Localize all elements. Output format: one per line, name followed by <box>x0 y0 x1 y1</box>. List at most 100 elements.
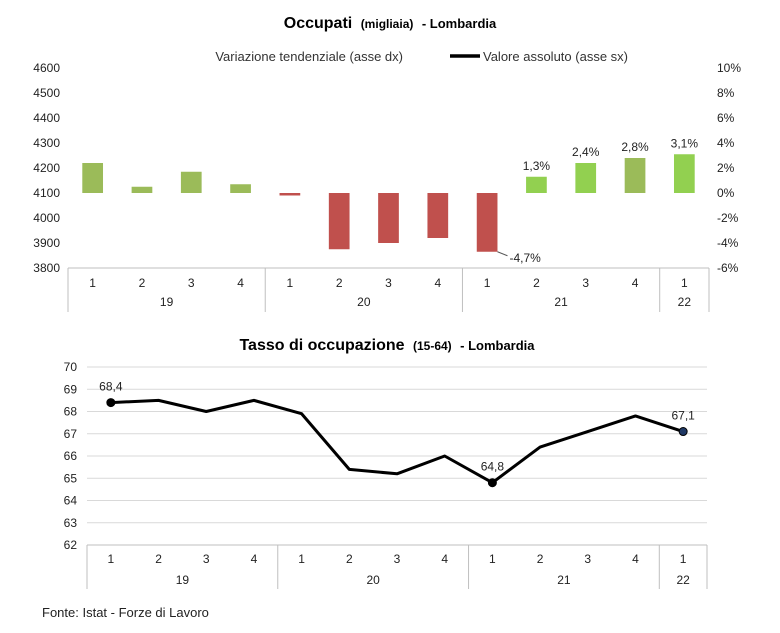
year-label: 21 <box>557 573 571 587</box>
line-data-label: 64,8 <box>481 460 505 474</box>
quarter-label: 2 <box>155 552 162 566</box>
bar-data-label: 3,1% <box>671 136 699 150</box>
quarter-label: 1 <box>489 552 496 566</box>
quarter-label: 3 <box>394 552 401 566</box>
quarter-label: 3 <box>584 552 591 566</box>
variazione-bar <box>279 193 301 196</box>
quarter-label: 1 <box>484 276 491 290</box>
right-axis-tick: 0% <box>717 186 735 200</box>
variazione-bar <box>427 193 449 238</box>
right-axis-tick: -2% <box>717 211 739 225</box>
quarter-label: 4 <box>632 276 639 290</box>
y-axis-tick: 68 <box>64 405 78 419</box>
right-axis-tick: 8% <box>717 86 735 100</box>
y-axis-tick: 66 <box>64 449 78 463</box>
right-axis-tick: 4% <box>717 136 735 150</box>
y-axis-tick: 70 <box>64 360 78 374</box>
right-axis-tick: -4% <box>717 236 739 250</box>
quarter-label: 1 <box>681 276 688 290</box>
left-axis-tick: 3800 <box>33 261 60 275</box>
variazione-bar <box>476 193 498 252</box>
y-axis-tick: 69 <box>64 382 78 396</box>
source-note: Fonte: Istat - Forze di Lavoro <box>42 605 209 620</box>
bar-data-label: 2,8% <box>621 140 649 154</box>
year-label: 20 <box>357 295 371 309</box>
year-label: 19 <box>176 573 190 587</box>
legend-bar-label: Variazione tendenziale (asse dx) <box>215 49 403 64</box>
year-label: 22 <box>678 295 692 309</box>
quarter-label: 3 <box>203 552 210 566</box>
occupati-title-main: Occupati <box>284 15 352 32</box>
variazione-bar <box>328 193 350 250</box>
tasso-marker <box>106 398 116 408</box>
occupati-bar-chart: 3800 3900 4000 4100 4200 4300 4400 4500 4600 -6% -… <box>33 61 741 312</box>
left-axis-tick: 4100 <box>33 186 60 200</box>
variazione-bar <box>673 154 695 193</box>
quarter-label: 4 <box>632 552 639 566</box>
left-axis-tick: 4300 <box>33 136 60 150</box>
quarter-label: 2 <box>537 552 544 566</box>
y-axis-tick: 62 <box>64 538 78 552</box>
left-axis-tick: 4000 <box>33 211 60 225</box>
quarter-label: 2 <box>346 552 353 566</box>
quarter-label: 4 <box>441 552 448 566</box>
year-label: 19 <box>160 295 174 309</box>
tasso-marker <box>487 478 497 488</box>
variazione-bar <box>526 176 547 193</box>
right-axis-tick: 10% <box>717 61 741 75</box>
right-axis-tick: -6% <box>717 261 739 275</box>
variazione-bar <box>131 186 153 193</box>
data-label-leader <box>497 251 508 257</box>
variazione-bar <box>82 163 104 193</box>
left-axis-tick: 4500 <box>33 86 60 100</box>
quarter-label: 3 <box>385 276 392 290</box>
tasso-marker <box>678 427 688 437</box>
quarter-label: 4 <box>251 552 258 566</box>
legend-line-label: Valore assoluto (asse sx) <box>483 49 628 64</box>
year-label: 22 <box>676 573 690 587</box>
quarter-label: 1 <box>89 276 96 290</box>
tasso-series-line <box>110 398 684 485</box>
left-axis-tick: 4200 <box>33 161 60 175</box>
tasso-title-main: Tasso di occupazione <box>239 337 404 354</box>
quarter-label: 1 <box>680 552 687 566</box>
year-label: 20 <box>366 573 380 587</box>
tasso-title-region: - Lombardia <box>460 338 535 353</box>
y-axis-tick: 63 <box>64 516 78 530</box>
quarter-label: 1 <box>287 276 294 290</box>
quarter-label: 2 <box>139 276 146 290</box>
right-axis-tick: 6% <box>717 111 735 125</box>
variazione-bar <box>180 171 202 193</box>
variazione-bar <box>575 163 597 193</box>
quarter-label: 2 <box>533 276 540 290</box>
quarter-label: 3 <box>188 276 195 290</box>
line-data-label: 67,1 <box>671 409 695 423</box>
tasso-title-unit: (15-64) <box>413 339 452 353</box>
y-axis-tick: 65 <box>64 471 78 485</box>
quarter-label: 4 <box>434 276 441 290</box>
quarter-label: 1 <box>298 552 305 566</box>
quarter-label: 2 <box>336 276 343 290</box>
y-axis-tick: 64 <box>64 494 78 508</box>
year-label: 21 <box>554 295 568 309</box>
right-axis-tick: 2% <box>717 161 735 175</box>
quarter-label: 3 <box>582 276 589 290</box>
quarter-label: 1 <box>108 552 115 566</box>
left-axis-tick: 3900 <box>33 236 60 250</box>
tasso-line-chart: 62 63 64 65 66 67 68 69 70 68,4 64,8 67,1 1 2 3 4 1 2 3 4 1 2… <box>64 360 708 589</box>
occupati-title: Occupati (migliaia) - Lombardia <box>284 15 497 32</box>
variazione-bar <box>230 184 251 193</box>
y-axis-tick: 67 <box>64 427 78 441</box>
left-axis-tick: 4600 <box>33 61 60 75</box>
bar-data-label: -4,7% <box>509 251 541 265</box>
quarter-label: 4 <box>237 276 244 290</box>
bar-data-label: 1,3% <box>523 159 551 173</box>
bar-data-label: 2,4% <box>572 145 600 159</box>
tasso-title: Tasso di occupazione (15-64) - Lombardia <box>239 337 535 354</box>
line-data-label: 68,4 <box>99 380 123 394</box>
left-axis-tick: 4400 <box>33 111 60 125</box>
occupati-title-region: - Lombardia <box>422 16 497 31</box>
variazione-bar <box>624 158 646 193</box>
occupati-title-unit: (migliaia) <box>361 17 414 31</box>
